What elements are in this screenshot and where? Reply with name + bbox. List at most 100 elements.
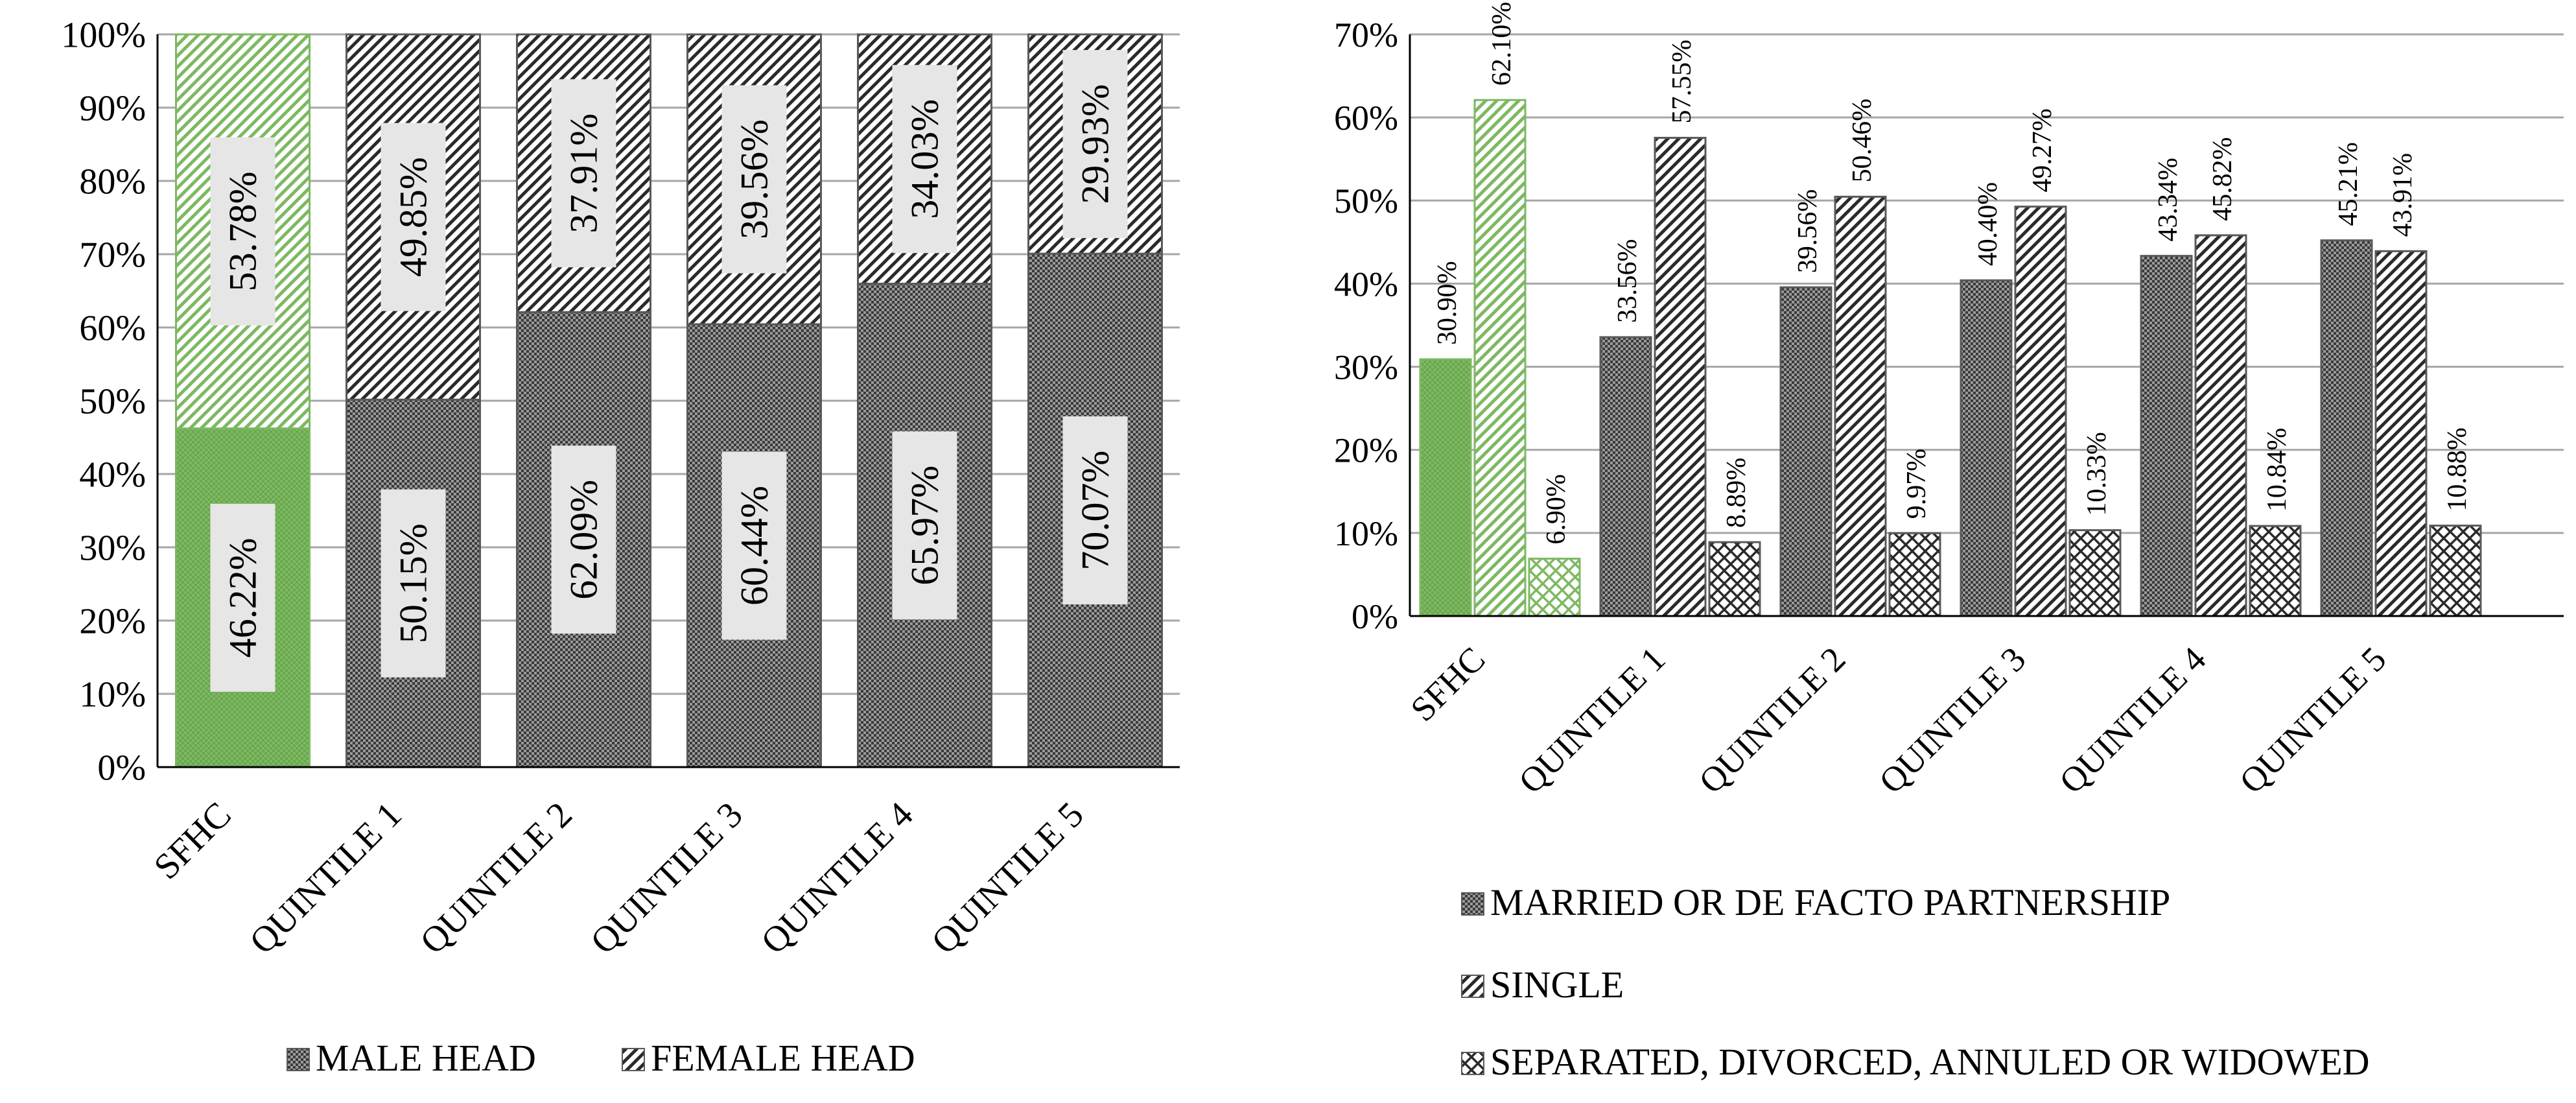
data-label: 70.07%	[1074, 451, 1117, 571]
legend-swatch	[1461, 892, 1484, 916]
data-label: 50.15%	[392, 523, 435, 643]
data-label: 57.55%	[1667, 40, 1697, 124]
household-head-chart: 0% 10% 20% 30% 40% 50% 60% 70% 80% 90% 100% 46.22% 5…	[61, 16, 1180, 1079]
bar-separated-divorced-annuled-or-widowed-quintile-1	[1708, 541, 1761, 617]
marital-status-chart: 0% 10% 20% 30% 40% 50% 60% 70% 30.90% 62.10% 6.90%…	[1334, 2, 2564, 1083]
y-tick-label: 60%	[1334, 99, 1398, 137]
bar-single-quintile-3	[2014, 206, 2067, 617]
data-label-box	[210, 137, 275, 326]
category-label: QUINTILE 4	[753, 794, 920, 962]
y-tick-label: 50%	[1334, 182, 1398, 220]
y-tick-label: 70%	[79, 235, 146, 276]
bar-single-sfhc	[1473, 99, 1527, 617]
data-label: 45.82%	[2208, 137, 2238, 221]
y-tick-label: 20%	[79, 602, 146, 642]
bar-married-or-de-facto-partnership-quintile-2	[1779, 286, 1832, 617]
bar-separated-divorced-annuled-or-widowed-quintile-4	[2249, 525, 2302, 617]
y-tick-label: 60%	[79, 309, 146, 349]
y-tick-label: 10%	[79, 675, 146, 715]
y-tick-label: 50%	[79, 382, 146, 422]
data-label-box	[892, 65, 957, 254]
bar-married-or-de-facto-partnership-quintile-1	[1599, 336, 1652, 617]
bar-married-or-de-facto-partnership-quintile-5	[2320, 239, 2373, 617]
legend-label-female-head: FEMALE HEAD	[651, 1037, 915, 1079]
category-label: SFHC	[146, 794, 239, 887]
y-tick-label: 30%	[79, 528, 146, 569]
data-label: 30.90%	[1433, 261, 1462, 346]
category-label: QUINTILE 5	[2232, 639, 2393, 801]
category-label: QUINTILE 1	[242, 794, 409, 962]
y-tick-label: 80%	[79, 162, 146, 202]
data-label: 49.85%	[392, 157, 435, 277]
data-label: 62.10%	[1487, 2, 1517, 86]
legend: MALE HEAD FEMALE HEAD	[287, 1037, 915, 1079]
y-tick-label: 0%	[1352, 597, 1398, 636]
legend-swatch	[622, 1048, 645, 1071]
y-tick-label: 100%	[61, 16, 146, 56]
data-label: 46.22%	[222, 538, 264, 658]
data-label: 29.93%	[1074, 84, 1117, 204]
legend-swatch	[1461, 1052, 1484, 1075]
data-label: 65.97%	[904, 466, 946, 586]
bar-married-or-de-facto-partnership-sfhc	[1419, 358, 1472, 617]
legend-label-married-or-de-facto-partnership: MARRIED OR DE FACTO PARTNERSHIP	[1490, 881, 2170, 923]
data-label: 40.40%	[1973, 182, 2003, 267]
legend-label-male-head: MALE HEAD	[316, 1037, 536, 1079]
legend-swatch	[1461, 975, 1484, 998]
data-label-box	[1062, 416, 1128, 605]
y-tick-label: 40%	[1334, 265, 1398, 303]
data-label: 43.34%	[2153, 158, 2183, 242]
data-label-box	[381, 123, 446, 311]
data-label: 39.56%	[733, 119, 776, 239]
bar-single-quintile-1	[1654, 137, 1707, 617]
data-label: 9.97%	[1902, 449, 1932, 519]
legend-label-separated-divorced-annuled-or-widowed: SEPARATED, DIVORCED, ANNULED OR WIDOWED	[1490, 1041, 2370, 1083]
data-label-box	[381, 489, 446, 678]
data-label: 43.91%	[2388, 153, 2418, 237]
data-label: 60.44%	[733, 486, 776, 606]
category-label: QUINTILE 2	[412, 794, 580, 962]
y-tick-label: 20%	[1334, 431, 1398, 470]
legend-swatch	[287, 1048, 310, 1071]
category-label: QUINTILE 5	[924, 794, 1091, 962]
bar-separated-divorced-annuled-or-widowed-quintile-5	[2429, 525, 2482, 617]
category-label: QUINTILE 3	[583, 794, 750, 962]
category-label: QUINTILE 1	[1511, 639, 1672, 801]
data-label: 34.03%	[904, 99, 946, 219]
bar-married-or-de-facto-partnership-quintile-4	[2140, 255, 2193, 617]
data-label-box	[551, 79, 616, 268]
data-label-box	[721, 451, 787, 640]
y-tick-label: 10%	[1334, 514, 1398, 553]
data-label: 10.84%	[2262, 428, 2292, 512]
data-label-box	[551, 445, 616, 634]
legend-label-single: SINGLE	[1490, 964, 1624, 1006]
data-label: 53.78%	[222, 171, 264, 291]
bar-separated-divorced-annuled-or-widowed-quintile-3	[2068, 529, 2122, 617]
y-tick-label: 0%	[97, 748, 146, 789]
data-label: 39.56%	[1793, 189, 1823, 274]
bar-single-quintile-2	[1834, 195, 1887, 617]
data-label: 10.88%	[2442, 427, 2472, 512]
bar-single-quintile-5	[2374, 250, 2428, 617]
y-tick-label: 90%	[79, 89, 146, 129]
data-label: 50.46%	[1847, 99, 1877, 183]
data-label: 37.91%	[563, 113, 605, 233]
legend: MARRIED OR DE FACTO PARTNERSHIP SINGLE SEP…	[1461, 881, 2370, 1083]
bar-separated-divorced-annuled-or-widowed-sfhc	[1528, 558, 1581, 617]
data-label: 6.90%	[1541, 474, 1571, 545]
data-label-box	[1062, 50, 1128, 239]
category-label: QUINTILE 2	[1691, 639, 1853, 801]
data-label-box	[892, 431, 957, 620]
bar-single-quintile-4	[2194, 234, 2247, 617]
y-tick-label: 40%	[79, 455, 146, 495]
y-tick-label: 30%	[1334, 348, 1398, 386]
data-label: 45.21%	[2334, 142, 2363, 226]
data-label: 49.27%	[2028, 108, 2057, 193]
data-label: 10.33%	[2082, 432, 2112, 516]
category-label: QUINTILE 3	[1871, 639, 2033, 801]
data-label-box	[721, 85, 787, 274]
y-tick-label: 70%	[1334, 16, 1398, 54]
data-label: 8.89%	[1722, 458, 1751, 528]
bar-separated-divorced-annuled-or-widowed-quintile-2	[1888, 532, 1941, 617]
